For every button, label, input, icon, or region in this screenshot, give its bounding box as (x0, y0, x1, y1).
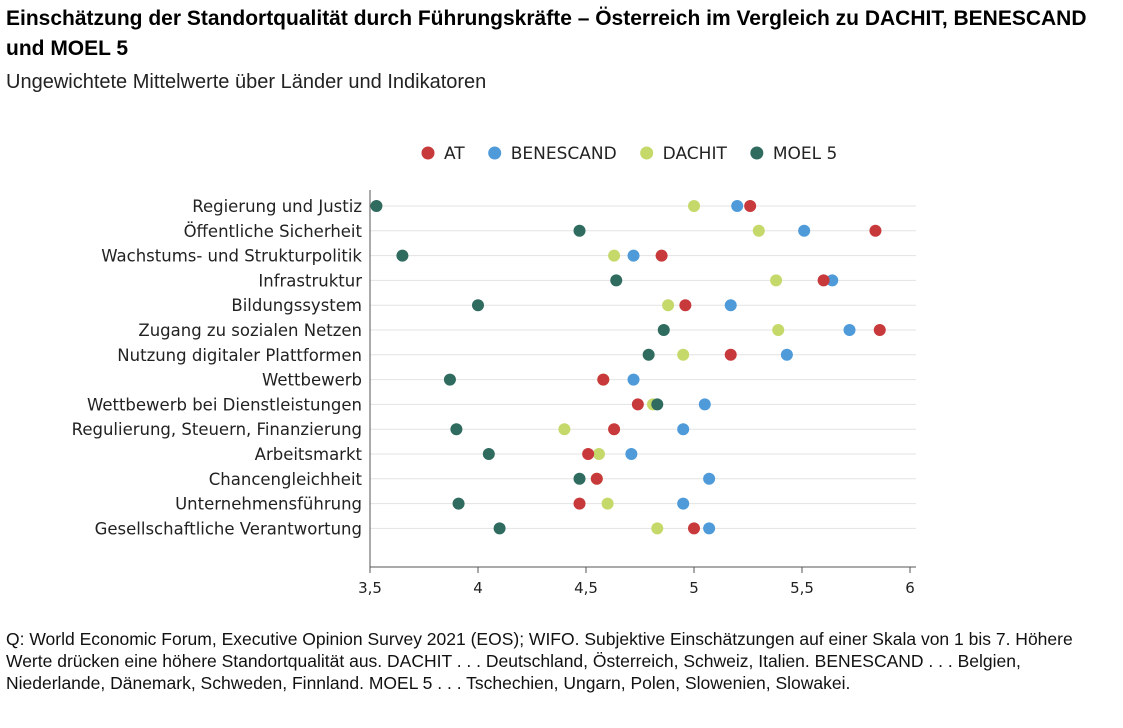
x-tick-label: 6 (905, 579, 915, 597)
category-label: Bildungssystem (231, 296, 362, 315)
data-point-at (724, 348, 737, 361)
category-label: Regulierung, Steuern, Finanzierung (72, 420, 362, 439)
category-label: Wettbewerb (262, 371, 362, 390)
data-point-dachit (688, 200, 700, 212)
data-point-at (817, 274, 830, 287)
legend-item: DACHIT (640, 144, 727, 164)
x-tick-label: 3,5 (358, 579, 382, 597)
legend-label: MOEL 5 (773, 144, 837, 164)
category-label: Unternehmensführung (175, 495, 362, 514)
data-point-dachit (662, 299, 675, 312)
legend-item: MOEL 5 (750, 144, 837, 164)
data-point-moel-5 (396, 249, 409, 262)
data-point-benescand (627, 373, 640, 386)
legend-label: BENESCAND (511, 144, 617, 164)
category-label: Chancengleichheit (209, 470, 363, 489)
data-point-at (573, 497, 586, 510)
data-point-dachit (770, 274, 783, 287)
data-point-benescand (780, 348, 793, 361)
data-point-moel-5 (610, 274, 623, 287)
data-point-benescand (731, 200, 744, 212)
data-point-moel-5 (651, 398, 664, 411)
data-point-dachit (608, 249, 621, 262)
axes (369, 190, 916, 573)
legend-marker (488, 146, 502, 160)
data-point-benescand (826, 274, 839, 287)
data-point-benescand (798, 224, 811, 237)
data-point-at (679, 299, 692, 312)
data-point-at (631, 398, 644, 411)
category-labels: Regierung und Justiz Öffentliche Sicherhe… (72, 197, 363, 538)
category-label: Arbeitsmarkt (255, 445, 363, 464)
legend-marker (640, 146, 654, 160)
data-point-dachit (558, 423, 571, 436)
data-point-at (744, 200, 757, 212)
x-tick-label: 5 (689, 579, 699, 597)
data-point-at (655, 249, 668, 262)
legend-label: DACHIT (663, 144, 728, 164)
category-label: Infrastruktur (258, 271, 362, 290)
data-point-at (582, 448, 595, 460)
category-label: Wachstums- und Strukturpolitik (101, 247, 362, 266)
data-point-at (590, 472, 603, 485)
data-point-moel-5 (573, 224, 586, 237)
data-point-moel-5 (450, 423, 463, 436)
data-point-benescand (677, 497, 690, 510)
data-point-moel-5 (493, 522, 506, 535)
data-points (370, 200, 886, 535)
x-tick-label: 5,5 (790, 579, 814, 597)
category-label: Gesellschaftliche Verantwortung (95, 519, 362, 538)
data-point-moel-5 (573, 472, 586, 485)
data-point-benescand (724, 299, 737, 312)
source-note: Q: World Economic Forum, Executive Opini… (6, 629, 1073, 693)
data-point-dachit (677, 348, 690, 361)
data-point-at (688, 522, 700, 535)
data-point-benescand (627, 249, 640, 262)
data-point-moel-5 (482, 448, 495, 460)
category-label: Zugang zu sozialen Netzen (138, 321, 362, 340)
data-point-moel-5 (472, 299, 484, 312)
data-point-dachit (752, 224, 765, 237)
chart-legend: AT BENESCAND DACHIT MOEL 5 (421, 144, 837, 164)
data-point-at (869, 224, 882, 237)
data-point-benescand (698, 398, 711, 411)
data-point-moel-5 (370, 200, 383, 212)
data-point-benescand (677, 423, 690, 436)
dot-plot-chart: AT BENESCAND DACHIT MOEL 5 Regierung und Ju… (72, 144, 916, 597)
data-point-benescand (703, 472, 716, 485)
data-point-benescand (843, 324, 856, 336)
chart-title: Einschätzung der Standortqualität durch … (6, 7, 1087, 60)
x-tick-labels: 3,5 4 4,5 5 5,5 6 (358, 579, 915, 597)
category-label: Regierung und Justiz (192, 197, 362, 216)
data-point-moel-5 (443, 373, 456, 386)
category-label: Öffentliche Sicherheit (184, 222, 363, 241)
gridlines (370, 205, 916, 529)
legend-item: AT (421, 144, 465, 164)
x-tick-label: 4,5 (574, 579, 598, 597)
legend-label: AT (444, 144, 465, 164)
data-point-dachit (772, 324, 785, 336)
legend-marker (421, 146, 435, 160)
data-point-at (873, 324, 886, 336)
data-point-dachit (651, 522, 664, 535)
chart-subtitle: Ungewichtete Mittelwerte über Länder und… (6, 71, 487, 93)
data-point-benescand (703, 522, 716, 535)
data-point-moel-5 (642, 348, 655, 361)
legend-marker (750, 146, 764, 160)
data-point-moel-5 (657, 324, 670, 336)
data-point-at (608, 423, 621, 436)
x-tick-label: 4 (473, 579, 483, 597)
data-point-benescand (625, 448, 638, 460)
data-point-at (597, 373, 610, 386)
data-point-dachit (601, 497, 614, 510)
data-point-moel-5 (452, 497, 465, 510)
category-label: Wettbewerb bei Dienstleistungen (87, 395, 362, 414)
legend-item: BENESCAND (488, 144, 617, 164)
data-point-dachit (592, 448, 605, 460)
category-label: Nutzung digitaler Plattformen (117, 346, 362, 365)
